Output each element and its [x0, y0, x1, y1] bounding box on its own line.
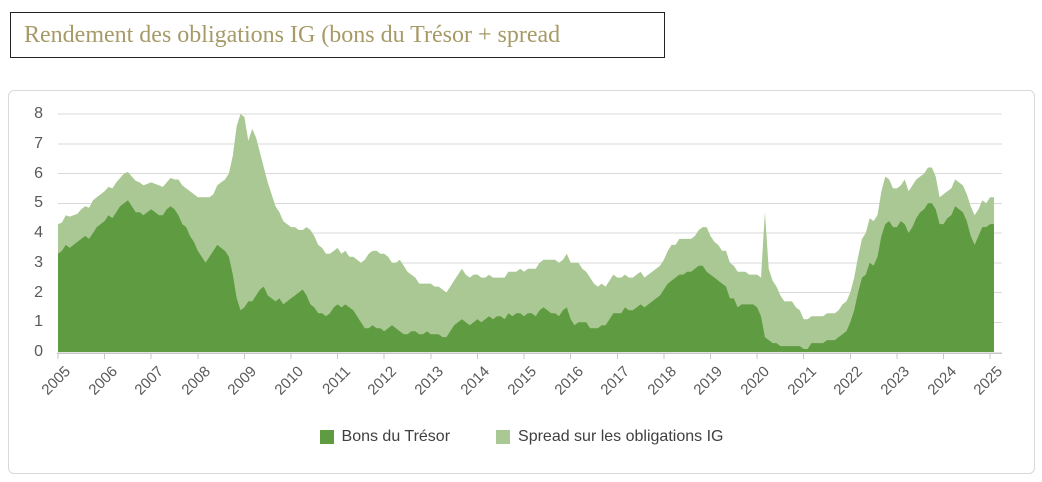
y-axis-label: 0	[34, 343, 43, 360]
legend-swatch-bons-du-tresor	[319, 430, 334, 444]
chart-legend: Bons du Trésor Spread sur les obligation…	[9, 428, 1034, 446]
spread-area-series	[58, 114, 994, 352]
y-axis-label: 8	[34, 105, 43, 122]
legend-item-spread: Spread sur les obligations IG	[496, 428, 723, 446]
y-axis-label: 2	[34, 283, 43, 301]
legend-label-bons-du-tresor: Bons du Trésor	[341, 428, 451, 445]
y-axis-label: 5	[34, 194, 43, 212]
y-axis-label: 1	[34, 313, 43, 331]
legend-item-bons-du-tresor: Bons du Trésor	[319, 428, 451, 446]
y-axis-label: 6	[34, 164, 43, 182]
legend-label-spread: Spread sur les obligations IG	[518, 428, 724, 445]
y-axis-label: 4	[34, 224, 43, 241]
legend-swatch-spread	[496, 430, 511, 444]
stacked-area-chart	[57, 113, 1002, 359]
y-axis-label: 7	[34, 134, 43, 152]
treasury-area-series	[58, 200, 994, 352]
y-axis-label: 3	[34, 253, 43, 271]
chart-title: Rendement des obligations IG (bons du Tr…	[24, 21, 561, 48]
chart-title-box: Rendement des obligations IG (bons du Tr…	[10, 12, 665, 58]
